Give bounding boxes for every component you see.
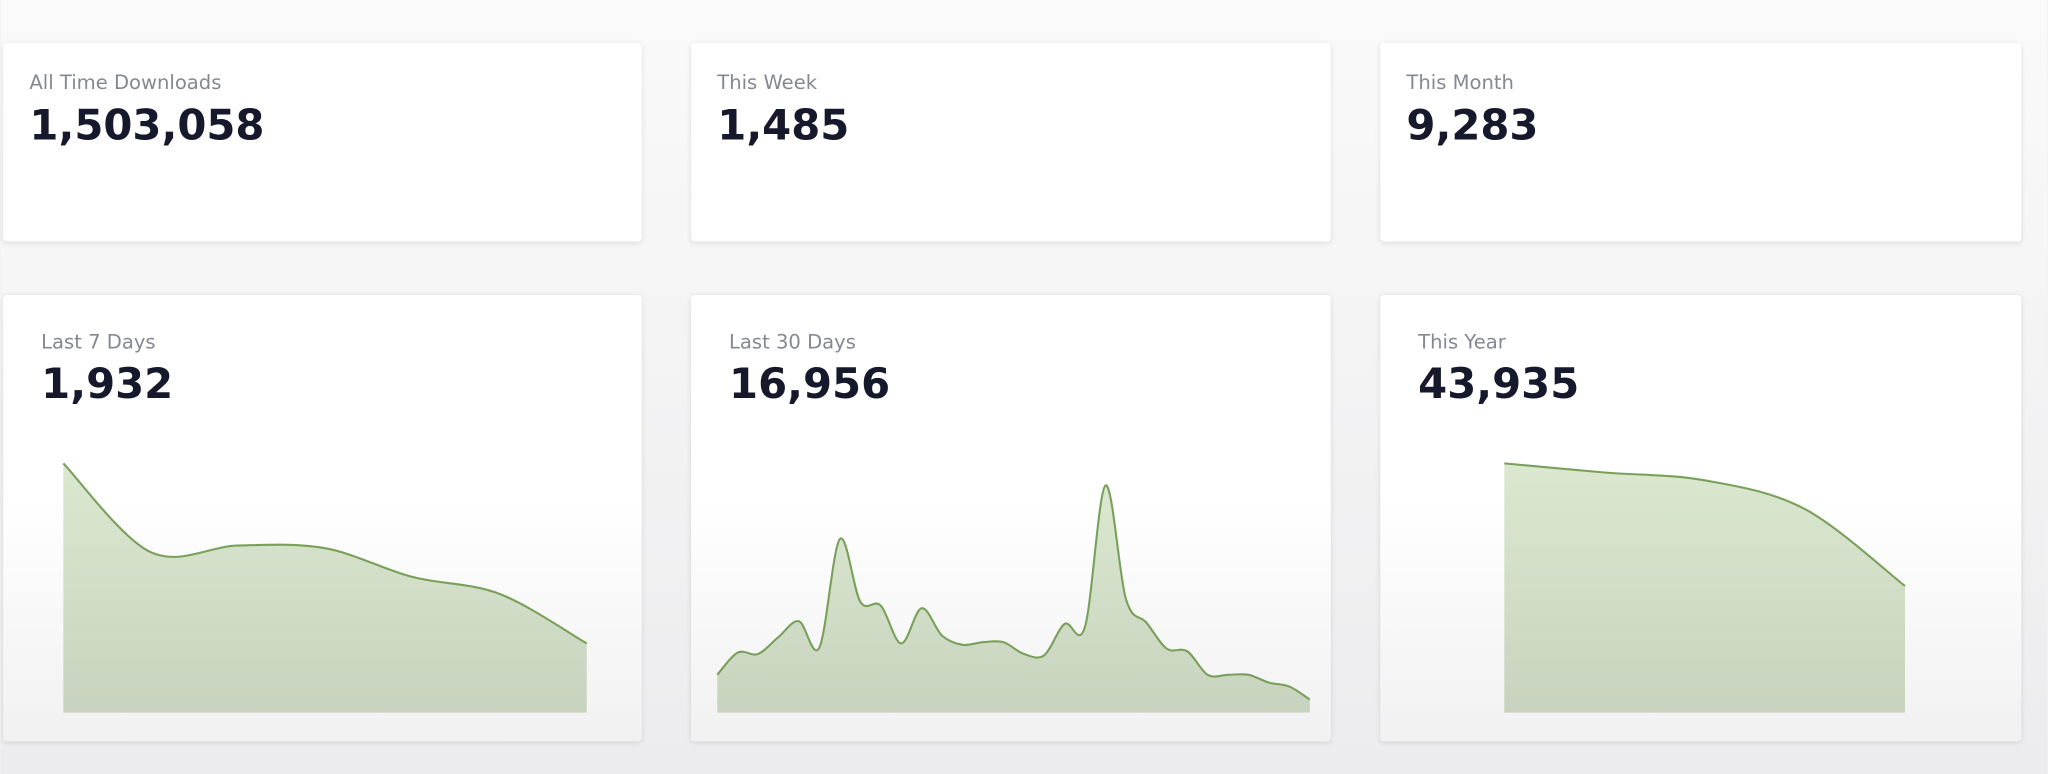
chart-total: 16,956 <box>729 359 890 408</box>
stat-value: 1,503,058 <box>29 101 264 150</box>
area <box>63 463 587 713</box>
area <box>1504 463 1906 713</box>
chart-total: 43,935 <box>1418 359 1579 408</box>
chart-label: Last 30 Days <box>729 330 856 353</box>
area <box>717 485 1310 713</box>
line <box>62 462 588 645</box>
stat-label: This Week <box>716 71 817 94</box>
stat-card <box>1380 43 2022 242</box>
stat-value: 1,485 <box>717 101 849 150</box>
line <box>1504 462 1906 587</box>
chart-label: Last 7 Days <box>41 330 155 353</box>
stat-value: 9,283 <box>1406 101 1538 150</box>
stat-label: All Time Downloads <box>29 71 221 94</box>
line <box>716 484 1311 701</box>
stat-card <box>3 43 642 242</box>
stat-card <box>691 43 1331 242</box>
chart-total: 1,932 <box>41 359 173 408</box>
chart-label: This Year <box>1417 330 1507 353</box>
stat-label: This Month <box>1405 71 1514 94</box>
